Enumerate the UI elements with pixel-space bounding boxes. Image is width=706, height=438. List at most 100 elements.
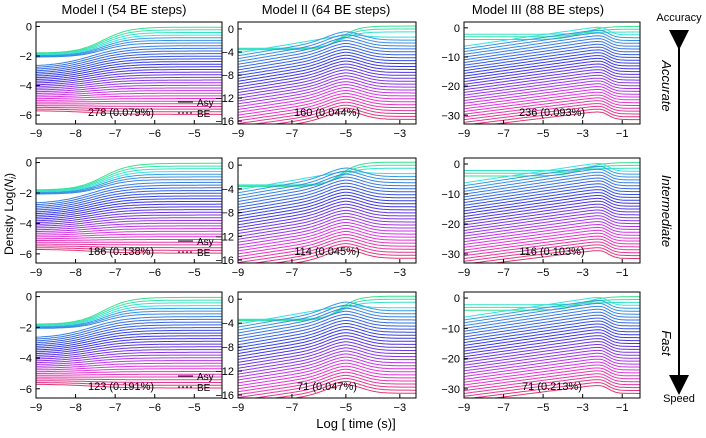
y-tick-label: −6 [19,249,32,261]
panel-annotation: 236 (0.093%) [519,107,585,119]
y-axis-label: Density Log(Ni) [2,173,18,255]
x-tick-label: −7 [286,128,299,140]
y-tick-label: 0 [228,294,234,306]
x-tick-label: −1 [616,267,629,279]
y-tick-label: −6 [19,384,32,396]
legend-be-label: BE [197,383,211,394]
y-tick-label: −8 [221,208,234,220]
x-tick-label: −7 [497,267,510,279]
x-tick-label: −7 [109,128,122,140]
panel-annotation: 278 (0.079%) [88,107,154,119]
x-tick-label: −6 [148,267,161,279]
series-line [36,300,222,325]
x-tick-label: −5 [537,267,550,279]
y-tick-label: −30 [441,384,460,396]
legend-asy-label: Asy [197,237,214,248]
panel-annotation: 71 (0.047%) [297,381,357,393]
y-tick-label: −2 [19,188,32,200]
panel-annotation: 114 (0.045%) [294,246,359,258]
x-tick-label: −8 [69,402,82,414]
y-tick-label: −16 [215,116,234,128]
arrow-bottom-label: Speed [663,393,695,405]
x-tick-label: −9 [30,267,43,279]
y-tick-label: −20 [441,354,460,366]
y-tick-label: 0 [26,158,32,170]
series-line [238,35,416,53]
x-tick-label: −9 [458,128,471,140]
series-group [36,297,222,388]
series-line [36,240,222,241]
series-line [238,171,416,190]
series-line [36,237,222,239]
panel-annotation: 160 (0.044%) [294,107,360,119]
x-tick-label: −3 [394,128,407,140]
series-group [36,163,222,253]
y-tick-label: −6 [19,110,32,122]
y-tick-label: −10 [441,323,460,335]
x-tick-label: −3 [576,267,589,279]
arrow-top-label: Accuracy [656,12,702,24]
x-tick-label: −3 [576,128,589,140]
y-tick-label: −12 [215,93,234,105]
x-tick-label: −8 [69,267,82,279]
row-label-intermediate: Intermediate [659,175,674,247]
x-tick-label: −9 [232,267,245,279]
x-tick-label: −9 [232,402,245,414]
series-line [238,168,416,193]
x-tick-label: −5 [537,402,550,414]
x-tick-label: −3 [576,402,589,414]
y-tick-label: −4 [19,353,32,365]
row-label-fast: Fast [659,330,674,357]
y-tick-label: −30 [441,110,460,122]
series-line [36,101,222,102]
y-tick-label: −4 [19,218,32,230]
y-tick-label: 0 [26,21,32,33]
x-tick-label: −5 [188,402,201,414]
y-tick-label: 0 [26,292,32,304]
x-tick-label: −6 [148,402,161,414]
y-tick-label: 0 [454,159,460,171]
y-tick-label: 0 [228,24,234,36]
x-tick-label: −9 [232,128,245,140]
x-tick-label: −8 [69,128,82,140]
x-tick-label: −9 [458,267,471,279]
y-tick-label: −4 [19,81,32,93]
col-title-1: Model I (54 BE steps) [62,2,187,17]
y-tick-label: 0 [454,23,460,35]
y-tick-label: −20 [441,81,460,93]
y-tick-label: −8 [221,70,234,82]
legend-asy-label: Asy [197,98,214,109]
x-tick-label: −5 [340,402,353,414]
col-title-2: Model II (64 BE steps) [262,2,391,17]
legend-be-label: BE [197,248,211,259]
col-title-3: Model III (88 BE steps) [472,2,604,17]
y-tick-label: −8 [221,342,234,354]
x-tick-label: −7 [109,402,122,414]
series-line [36,379,222,380]
y-tick-label: 0 [454,293,460,305]
x-axis-label: Log [ time (s)] [316,416,395,431]
y-tick-label: −16 [215,255,234,267]
y-tick-label: −4 [221,184,234,196]
series-line [238,306,416,325]
x-tick-label: −5 [188,267,201,279]
x-tick-label: −3 [394,402,407,414]
y-tick-label: −16 [215,390,234,402]
y-tick-label: −2 [19,322,32,334]
x-tick-label: −7 [286,402,299,414]
y-tick-label: −4 [221,47,234,59]
x-tick-label: −5 [537,128,550,140]
x-tick-label: −9 [30,128,43,140]
x-tick-label: −5 [340,267,353,279]
series-line [36,244,222,245]
panel-annotation: 186 (0.138%) [88,246,154,258]
x-tick-label: −7 [497,128,510,140]
